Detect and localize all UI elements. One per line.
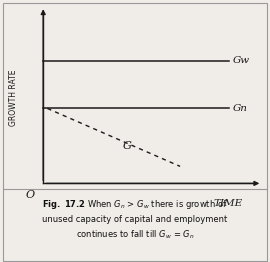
Text: G: G: [123, 141, 132, 151]
Text: Gw: Gw: [233, 56, 250, 65]
Text: GROWTH RATE: GROWTH RATE: [9, 70, 18, 127]
Text: $\mathbf{Fig.\ 17.2}$ When $G_n$ > $G_w$ there is growth of
unused capacity of c: $\mathbf{Fig.\ 17.2}$ When $G_n$ > $G_w$…: [42, 198, 228, 241]
Text: TIME: TIME: [214, 199, 243, 208]
Text: O: O: [26, 190, 35, 200]
Text: Gn: Gn: [233, 104, 248, 113]
